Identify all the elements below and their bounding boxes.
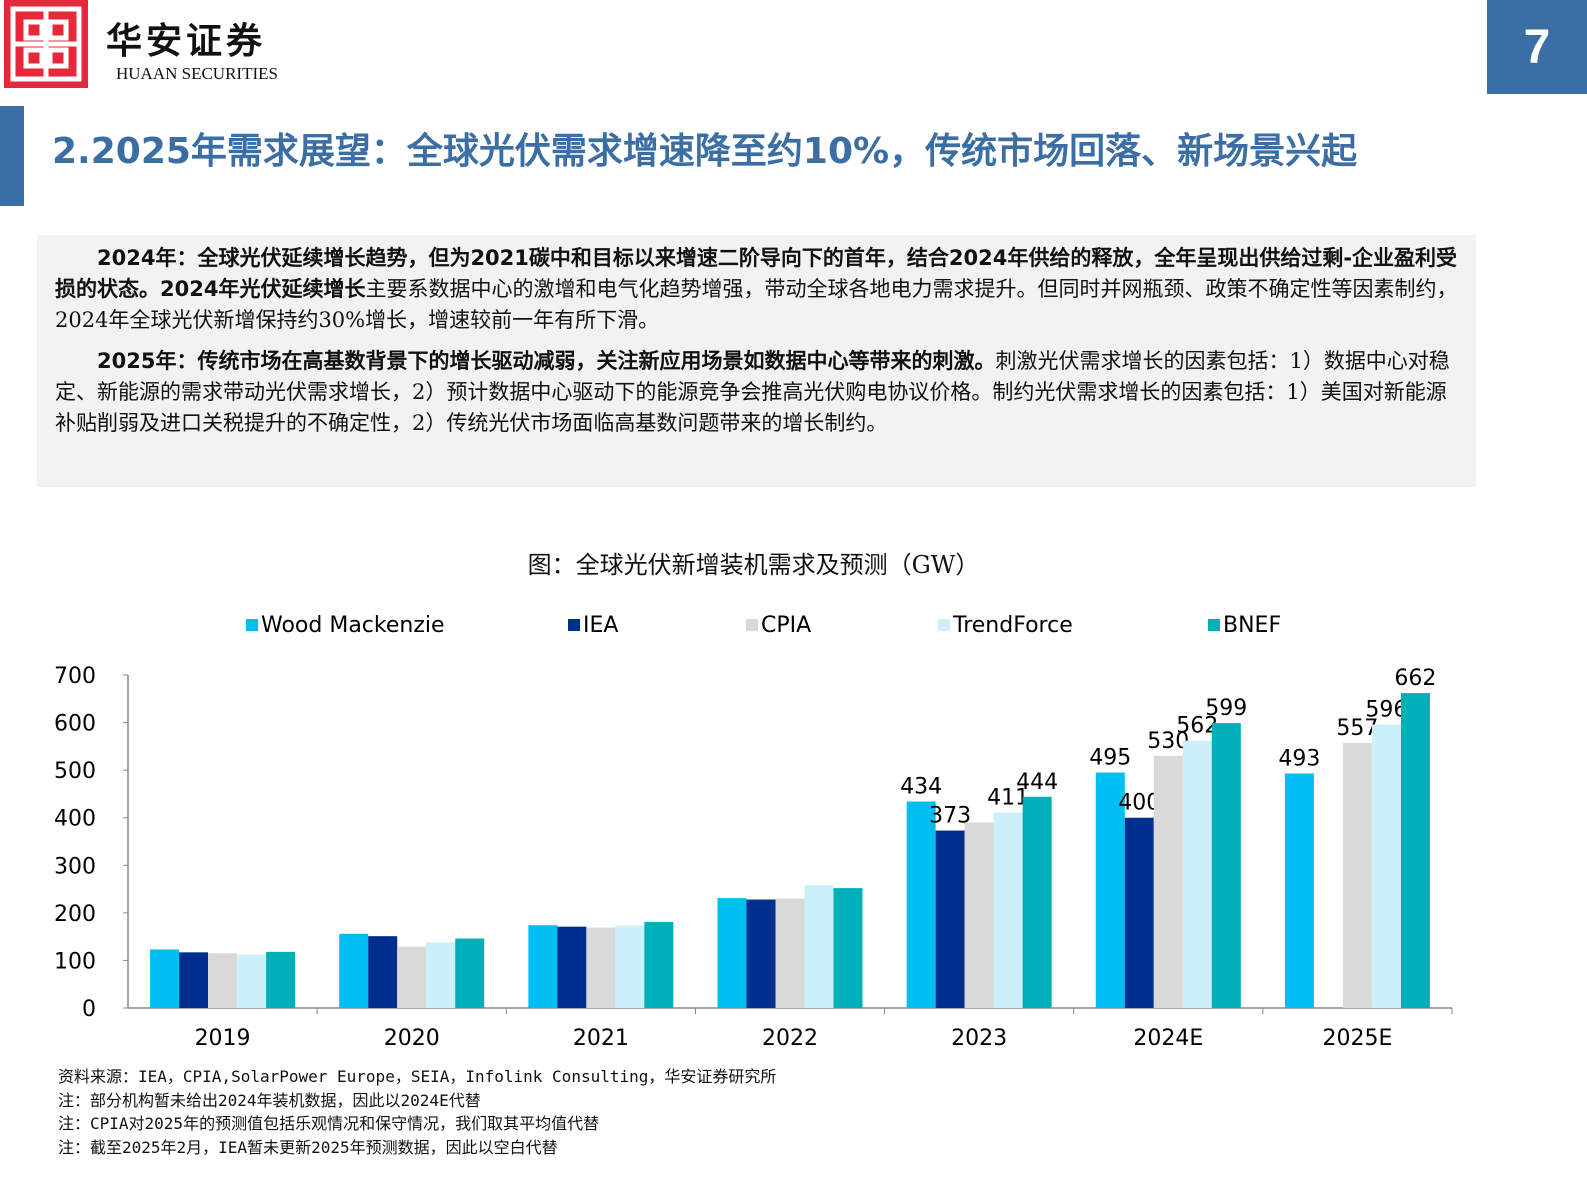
page-title: 2.2025年需求展望：全球光伏需求增速降至约10%，传统市场回落、新场景兴起	[52, 131, 1358, 172]
y-tick-label: 300	[54, 854, 96, 879]
bar-bnef	[1022, 796, 1052, 1008]
y-tick-label: 100	[54, 949, 96, 974]
bar-wood-mackenzie	[1095, 772, 1125, 1008]
bar-bnef	[833, 888, 863, 1008]
x-tick-label: 2023	[951, 1026, 1007, 1051]
x-tick-label: 2019	[195, 1026, 251, 1051]
legend-swatch	[938, 619, 950, 631]
bar-cpia	[208, 953, 238, 1008]
summary-2024-text: 主要系数据中心的激增和电气化趋势增强，带动全球各地电力需求提升。但同时并网瓶颈、…	[55, 277, 1458, 332]
x-tick-label: 2021	[573, 1026, 629, 1051]
logo-text-en: HUAAN SECURITIES	[116, 64, 278, 83]
bar-wood-mackenzie	[150, 949, 180, 1008]
note: 注：CPIA对2025年的预测值包括乐观情况和保守情况，我们取其平均值代替	[58, 1114, 600, 1133]
bar-iea	[557, 926, 587, 1008]
bar-cpia	[1153, 755, 1183, 1008]
data-label: 562	[1176, 714, 1218, 739]
bar-trendforce	[1371, 724, 1401, 1008]
bar-cpia	[586, 927, 616, 1008]
bar-bnef	[1211, 723, 1241, 1008]
x-tick-label: 2024E	[1133, 1026, 1203, 1051]
data-label: 400	[1118, 791, 1160, 816]
bar-cpia	[1342, 743, 1372, 1008]
data-label: 434	[900, 775, 942, 800]
legend-swatch	[246, 619, 258, 631]
y-tick-label: 500	[54, 759, 96, 784]
y-tick-label: 400	[54, 807, 96, 832]
x-tick-label: 2020	[384, 1026, 440, 1051]
x-tick-label: 2025E	[1322, 1026, 1392, 1051]
summary-box: 2024年：全球光伏延续增长趋势，但为2021碳中和目标以来增速二阶导向下的首年…	[37, 235, 1476, 487]
data-label: 493	[1278, 746, 1320, 771]
bar-cpia	[397, 946, 427, 1008]
summary-paragraph-2025: 2025年：传统市场在高基数背景下的增长驱动减弱，关注新应用场景如数据中心等带来…	[55, 346, 1458, 439]
summary-2024-bold: 2024年：全球光伏延续增长趋势，但为2021碳中和目标以来增速二阶导向下的首年…	[55, 246, 1458, 301]
data-label: 444	[1016, 770, 1058, 795]
summary-paragraph-2024: 2024年：全球光伏延续增长趋势，但为2021碳中和目标以来增速二阶导向下的首年…	[55, 243, 1458, 336]
bar-trendforce	[615, 925, 645, 1008]
bar-chart: Wood Mackenzie IEA CPIA TrendForce BNEF 0 100 2…	[54, 613, 1453, 1051]
data-label: 411	[987, 785, 1029, 810]
y-tick-label: 700	[54, 664, 96, 689]
huaan-logo-mark	[4, 0, 88, 88]
bar-bnef	[644, 921, 674, 1008]
bar-wood-mackenzie	[528, 925, 558, 1008]
bar-bnef	[266, 951, 296, 1008]
data-label: 373	[929, 804, 971, 829]
bar-iea	[368, 936, 398, 1008]
bar-bnef	[455, 938, 485, 1008]
y-tick-label: 200	[54, 902, 96, 927]
note: 注：部分机构暂未给出2024年装机数据，因此以2024E代替	[58, 1090, 481, 1110]
legend-swatch	[746, 619, 758, 631]
bar-iea	[746, 899, 776, 1008]
legend-swatch	[1208, 619, 1220, 631]
legend-label: Wood Mackenzie	[261, 613, 445, 638]
notes: 资料来源：IEA，CPIA,SolarPower Europe，SEIA，Inf…	[58, 1065, 776, 1159]
summary-2025-text: 刺激光伏需求增长的因素包括：1）数据中心对稳定、新能源的需求带动光伏需求增长，2…	[55, 349, 1450, 435]
bar-wood-mackenzie	[1284, 773, 1314, 1008]
data-label: 557	[1336, 716, 1378, 741]
legend-label: CPIA	[761, 613, 811, 638]
bar-wood-mackenzie	[906, 801, 936, 1008]
bar-trendforce	[804, 885, 834, 1008]
data-label: 530	[1147, 729, 1189, 754]
bar-trendforce	[426, 942, 456, 1008]
legend-label: TrendForce	[952, 613, 1073, 638]
summary-2025-bold: 2025年：传统市场在高基数背景下的增长驱动减弱，关注新应用场景如数据中心等带来…	[97, 349, 996, 373]
y-tick-label: 0	[82, 997, 96, 1022]
bar-iea	[935, 830, 965, 1008]
legend-swatch	[568, 619, 580, 631]
bar-cpia	[964, 822, 994, 1008]
bar-trendforce	[993, 812, 1023, 1008]
bar-cpia	[775, 898, 805, 1008]
y-tick-label: 600	[54, 712, 96, 737]
chart-title: 图：全球光伏新增装机需求及预测（GW）	[527, 551, 980, 579]
data-label: 596	[1365, 697, 1407, 722]
data-label: 662	[1394, 666, 1436, 691]
data-label: 495	[1089, 746, 1131, 771]
note: 注：截至2025年2月，IEA暂未更新2025年预测数据，因此以空白代替	[58, 1137, 558, 1157]
x-tick-label: 2022	[762, 1026, 818, 1051]
bar-trendforce	[1182, 740, 1212, 1008]
source-note: 资料来源：IEA，CPIA,SolarPower Europe，SEIA，Inf…	[58, 1067, 777, 1086]
bar-trendforce	[237, 954, 267, 1008]
title-accent-bar	[0, 106, 24, 206]
logo-text-cn: 华安证券	[106, 20, 267, 62]
legend-label: IEA	[583, 613, 618, 638]
legend-label: BNEF	[1223, 613, 1281, 638]
bar-iea	[1124, 817, 1154, 1008]
page-number: 7	[1487, 0, 1587, 94]
bar-wood-mackenzie	[339, 933, 369, 1008]
bar-wood-mackenzie	[717, 898, 747, 1008]
data-label: 599	[1205, 696, 1247, 721]
bar-bnef	[1400, 693, 1430, 1008]
bar-iea	[179, 952, 209, 1008]
